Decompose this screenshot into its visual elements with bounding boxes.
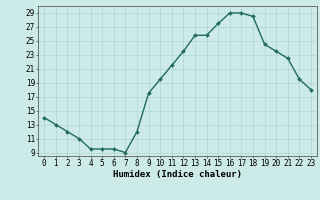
X-axis label: Humidex (Indice chaleur): Humidex (Indice chaleur)	[113, 170, 242, 179]
